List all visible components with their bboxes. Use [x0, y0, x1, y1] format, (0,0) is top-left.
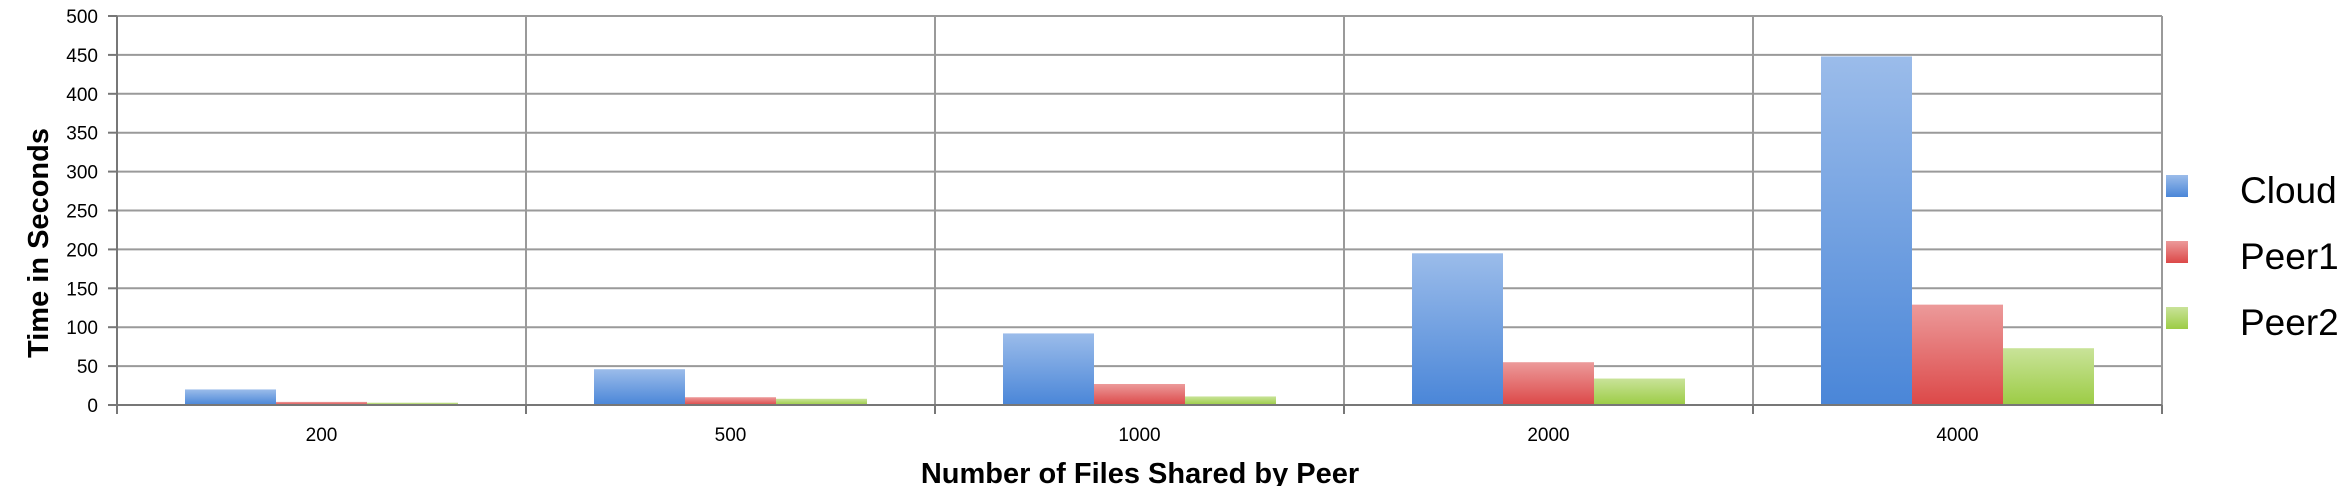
bar-peer1-500 — [685, 397, 776, 405]
bar-cloud-500 — [594, 369, 685, 405]
y-tick-label: 0 — [87, 396, 98, 417]
bars — [185, 56, 2094, 406]
bar-peer1-200 — [276, 401, 367, 405]
legend-label-cloud: Cloud — [2240, 170, 2337, 211]
y-axis-title: Time in Seconds — [23, 128, 55, 358]
y-tick-label: 150 — [66, 279, 98, 300]
bar-peer2-2000 — [1594, 378, 1685, 405]
legend-swatch-peer1 — [2166, 241, 2188, 263]
x-tick-label: 500 — [715, 425, 747, 446]
x-tick-label: 1000 — [1118, 425, 1160, 446]
y-tick-label: 200 — [66, 240, 98, 261]
legend-swatch-cloud — [2166, 175, 2188, 197]
legend-swatch-peer2 — [2166, 307, 2188, 329]
x-tick-labels: 200 500 1000 2000 4000 — [306, 425, 1979, 446]
y-tick-label: 350 — [66, 124, 98, 145]
y-tick-label: 50 — [77, 357, 98, 378]
y-tick-label: 300 — [66, 163, 98, 184]
y-tick-label: 250 — [66, 202, 98, 223]
bar-peer1-2000 — [1503, 362, 1594, 405]
bar-cloud-4000 — [1821, 56, 1912, 406]
x-tick-label: 200 — [306, 425, 338, 446]
x-tick-label: 2000 — [1527, 425, 1569, 446]
y-tick-labels: 0 50 100 150 200 250 300 350 400 450 500 — [66, 7, 98, 417]
bar-cloud-200 — [185, 389, 276, 405]
bar-peer2-200 — [367, 402, 458, 405]
bar-peer2-4000 — [2003, 348, 2094, 405]
y-tick-label: 100 — [66, 318, 98, 339]
x-axis-title: Number of Files Shared by Peer — [921, 458, 1359, 486]
legend: Cloud Peer1 Peer2 — [2166, 170, 2339, 343]
bar-peer1-4000 — [1912, 304, 2003, 405]
bar-peer2-1000 — [1185, 396, 1276, 405]
legend-label-peer2: Peer2 — [2240, 302, 2339, 343]
bar-cloud-2000 — [1412, 253, 1503, 405]
x-tick-label: 4000 — [1936, 425, 1978, 446]
bar-peer1-1000 — [1094, 383, 1185, 405]
bar-cloud-1000 — [1003, 333, 1094, 405]
y-tick-label: 450 — [66, 46, 98, 67]
y-tick-label: 500 — [66, 7, 98, 28]
y-tick-label: 400 — [66, 85, 98, 106]
legend-label-peer1: Peer1 — [2240, 236, 2339, 277]
bar-peer2-500 — [776, 398, 867, 405]
axes — [108, 15, 2163, 414]
